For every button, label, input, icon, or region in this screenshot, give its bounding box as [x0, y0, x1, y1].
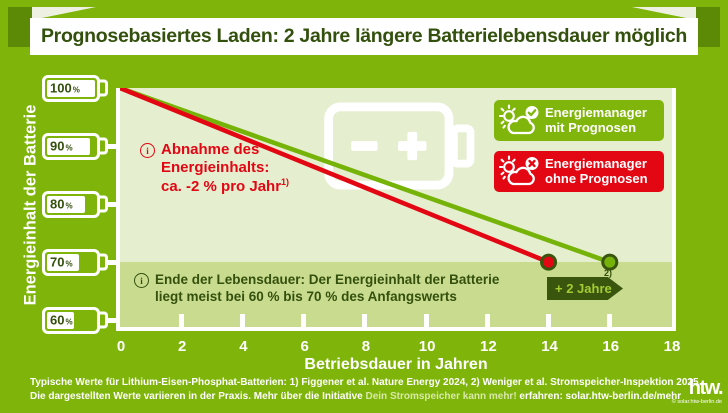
x-tick-mark — [484, 314, 490, 327]
sun-cloud-cross-icon — [499, 154, 539, 185]
lifetime-gain-superscript: 2) — [604, 268, 613, 278]
battery-value: 70% — [50, 254, 73, 270]
decline-annotation-text: Abnahme des Energieinhalts: ca. -2 % pro… — [161, 141, 290, 195]
y-tick-mark — [105, 143, 117, 149]
x-tick-label: 2 — [178, 338, 187, 355]
lifetime-gain-tag: + 2 Jahre — [547, 277, 623, 300]
footer-initiative-line: Die dargestellten Werte variieren in der… — [30, 391, 682, 402]
x-tick-mark — [178, 314, 184, 327]
x-tick-mark — [423, 314, 429, 327]
info-icon: i — [140, 143, 155, 158]
battery-icon: 80% — [42, 190, 100, 218]
y-tick-mark — [105, 259, 117, 265]
legend-without-forecast-label: Energiemanager ohne Prognosen — [545, 155, 648, 186]
battery-icon: 70% — [42, 248, 100, 276]
end-of-life-annotation: i Ende der Lebensdauer: Der Energieinhal… — [134, 271, 499, 305]
sun-cloud-check-icon — [499, 103, 539, 134]
battery-value: 80% — [50, 196, 73, 212]
battery-value: 90% — [50, 138, 73, 154]
battery-icon: 90% — [42, 132, 100, 160]
x-tick-mark — [607, 314, 613, 327]
x-tick-mark — [301, 314, 307, 327]
title-banner: Prognosebasiertes Laden: 2 Jahre längere… — [30, 18, 698, 55]
y-tick-mark — [105, 201, 117, 207]
legend-with-forecast-label: Energiemanager mit Prognosen — [545, 104, 647, 135]
x-tick-label: 18 — [663, 338, 681, 355]
htw-logo: htw. © solar.htw-berlin.de — [671, 377, 724, 405]
x-tick-mark — [546, 314, 552, 327]
battery-icon: 60% — [42, 306, 100, 334]
battery-value: 60% — [50, 312, 73, 328]
x-tick-mark — [362, 314, 368, 327]
ribbon-fold-right-strap — [695, 7, 720, 47]
initiative-name: Dein Stromspeicher kann mehr! — [365, 391, 517, 402]
footer-source-line: Typische Werte für Lithium-Eisen-Phospha… — [30, 377, 699, 388]
x-tick-mark — [239, 314, 245, 327]
y-axis-label: Energieinhalt der Batterie — [21, 104, 40, 306]
x-tick-label: 12 — [479, 338, 497, 355]
x-tick-label: 4 — [239, 338, 248, 355]
decline-annotation: i Abnahme des Energieinhalts: ca. -2 % p… — [140, 141, 289, 196]
y-tick-mark — [105, 317, 117, 323]
x-axis-label: Betriebsdauer in Jahren — [304, 356, 488, 373]
x-tick-label: 16 — [602, 338, 620, 355]
page-title: Prognosebasiertes Laden: 2 Jahre längere… — [40, 25, 688, 47]
end-of-life-annotation-text: Ende der Lebensdauer: Der Energieinhalt … — [155, 272, 500, 305]
x-tick-label: 6 — [300, 338, 309, 355]
x-tick-label: 8 — [361, 338, 371, 355]
info-icon: i — [134, 273, 149, 288]
battery-icon: 100% — [42, 74, 100, 102]
legend-with-forecast: Energiemanager mit Prognosen — [494, 100, 664, 141]
chart-lines — [120, 88, 619, 271]
ribbon-fold-left-strap — [8, 7, 33, 47]
legend-without-forecast: Energiemanager ohne Prognosen — [494, 151, 664, 192]
x-tick-label: 14 — [541, 338, 558, 355]
x-tick-label: 10 — [418, 338, 436, 355]
battery-value: 100% — [50, 80, 80, 96]
x-tick-label: 0 — [116, 338, 126, 355]
